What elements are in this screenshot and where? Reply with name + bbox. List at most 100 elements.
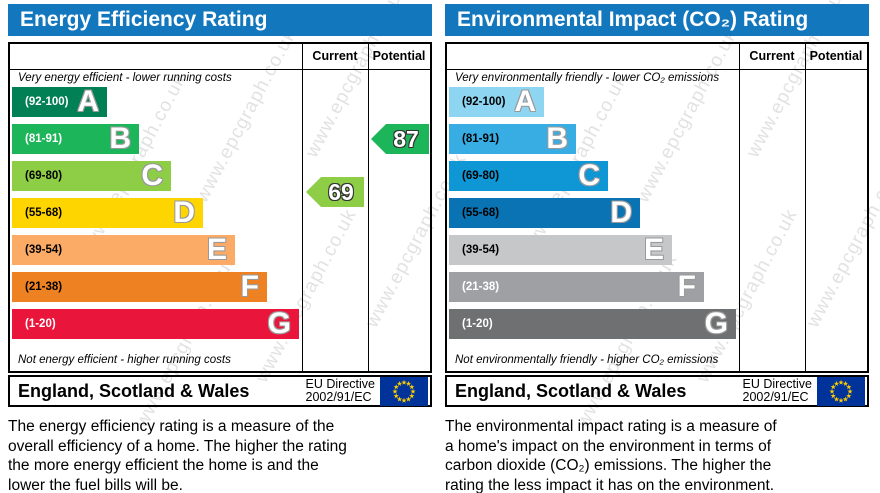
band-range-label: (92-100) xyxy=(25,96,69,108)
eu-flag-icon xyxy=(380,376,428,406)
band-bar-g: (1-20) G xyxy=(449,309,736,339)
eu-directive-line2: 2002/91/EC xyxy=(305,390,372,404)
environmental-impact-panel: Environmental Impact (CO₂) Rating Curren… xyxy=(445,4,869,493)
band-letter: C xyxy=(141,159,163,192)
top-caption: Very energy efficient - lower running co… xyxy=(18,72,232,84)
desc-line: rating the less impact it has on the env… xyxy=(445,476,775,493)
eu-flag-icon xyxy=(817,376,865,406)
band-letter: F xyxy=(240,270,259,303)
environmental-chart: Current Potential Very environmentally f… xyxy=(445,42,869,373)
energy-footer: England, Scotland & Wales EU Directive 2… xyxy=(8,375,432,407)
desc-line: carbon dioxide (CO₂) emissions. The high… xyxy=(445,457,772,474)
region-label: England, Scotland & Wales xyxy=(455,380,687,401)
band-row-b: (81-91) B xyxy=(449,124,736,154)
desc-line: lower the fuel bills will be. xyxy=(8,476,183,493)
band-letter: E xyxy=(643,233,664,266)
band-bar-f: (21-38) F xyxy=(12,272,267,302)
bottom-caption: Not energy efficient - higher running co… xyxy=(18,354,231,366)
desc-line: a home's impact on the environment in te… xyxy=(445,437,772,455)
band-row-g: (1-20) G xyxy=(449,309,736,339)
band-bar-e: (39-54) E xyxy=(12,235,235,265)
energy-efficiency-panel: Energy Efficiency Rating Current Potenti… xyxy=(8,4,432,493)
environmental-title: Environmental Impact (CO₂) Rating xyxy=(457,8,809,31)
band-range-label: (81-91) xyxy=(462,133,500,145)
band-range-label: (55-68) xyxy=(462,207,500,219)
rating-bands: (92-100) A (81-91) B (69-80) C xyxy=(12,87,299,346)
band-letter: B xyxy=(546,122,568,155)
band-bar-a: (92-100) A xyxy=(12,87,107,117)
band-bar-d: (55-68) D xyxy=(12,198,203,228)
band-row-c: (69-80) C xyxy=(449,161,736,191)
band-letter: G xyxy=(704,307,728,340)
header-row-divider xyxy=(10,69,430,70)
environmental-description: The environmental impact rating is a mea… xyxy=(445,417,869,493)
band-row-f: (21-38) F xyxy=(12,272,299,302)
band-letter: F xyxy=(677,270,696,303)
band-range-label: (21-38) xyxy=(462,281,500,293)
band-letter: E xyxy=(206,233,227,266)
desc-line: the more energy efficient the home is an… xyxy=(8,457,319,474)
band-letter: D xyxy=(610,196,632,229)
band-letter: G xyxy=(267,307,291,340)
band-bar-b: (81-91) B xyxy=(449,124,576,154)
potential-column-divider xyxy=(368,44,369,371)
environmental-title-bar: Environmental Impact (CO₂) Rating xyxy=(445,4,869,36)
band-bar-e: (39-54) E xyxy=(449,235,672,265)
band-range-label: (21-38) xyxy=(25,281,63,293)
current-rating-arrow: 69 xyxy=(306,177,364,207)
current-column-divider xyxy=(739,44,740,371)
energy-title-bar: Energy Efficiency Rating xyxy=(8,4,432,36)
band-range-label: (69-80) xyxy=(462,170,500,182)
band-letter: A xyxy=(77,85,99,118)
eu-directive-line2: 2002/91/EC xyxy=(742,390,809,404)
band-bar-g: (1-20) G xyxy=(12,309,299,339)
band-row-d: (55-68) D xyxy=(12,198,299,228)
band-row-b: (81-91) B xyxy=(12,124,299,154)
band-row-a: (92-100) A xyxy=(449,87,736,117)
band-bar-f: (21-38) F xyxy=(449,272,704,302)
desc-line: The environmental impact rating is a mea… xyxy=(445,418,777,435)
band-row-c: (69-80) C xyxy=(12,161,299,191)
band-range-label: (92-100) xyxy=(462,96,506,108)
header-row-divider xyxy=(447,69,867,70)
current-column-divider xyxy=(302,44,303,371)
band-letter: C xyxy=(578,159,600,192)
desc-line: overall efficiency of a home. The higher… xyxy=(8,437,347,455)
potential-column-header: Potential xyxy=(809,49,863,63)
band-letter: A xyxy=(514,85,536,118)
band-bar-c: (69-80) C xyxy=(12,161,171,191)
band-row-f: (21-38) F xyxy=(449,272,736,302)
band-bar-b: (81-91) B xyxy=(12,124,139,154)
eu-directive-label: EU Directive 2002/91/EC xyxy=(305,376,375,405)
band-bar-d: (55-68) D xyxy=(449,198,640,228)
energy-chart: Current Potential Very energy efficient … xyxy=(8,42,432,373)
current-column-header: Current xyxy=(312,49,358,63)
band-bar-a: (92-100) A xyxy=(449,87,544,117)
band-letter: B xyxy=(109,122,131,155)
energy-title: Energy Efficiency Rating xyxy=(20,8,268,31)
eu-directive-line1: EU Directive xyxy=(742,376,812,391)
bottom-caption: Not environmentally friendly - higher CO… xyxy=(455,354,719,366)
band-range-label: (1-20) xyxy=(462,318,493,330)
band-row-a: (92-100) A xyxy=(12,87,299,117)
band-range-label: (39-54) xyxy=(25,244,63,256)
band-letter: D xyxy=(173,196,195,229)
band-range-label: (1-20) xyxy=(25,318,56,330)
band-row-g: (1-20) G xyxy=(12,309,299,339)
top-caption: Very environmentally friendly - lower CO… xyxy=(455,72,720,84)
rating-bands: (92-100) A (81-91) B (69-80) C xyxy=(449,87,736,346)
current-column-header: Current xyxy=(749,49,795,63)
band-range-label: (81-91) xyxy=(25,133,63,145)
band-range-label: (55-68) xyxy=(25,207,63,219)
energy-description: The energy efficiency rating is a measur… xyxy=(8,417,432,493)
band-bar-c: (69-80) C xyxy=(449,161,608,191)
region-label: England, Scotland & Wales xyxy=(18,380,250,401)
band-range-label: (69-80) xyxy=(25,170,63,182)
desc-line: The energy efficiency rating is a measur… xyxy=(8,418,335,435)
potential-column-header: Potential xyxy=(372,49,426,63)
band-range-label: (39-54) xyxy=(462,244,500,256)
potential-column-divider xyxy=(805,44,806,371)
band-row-e: (39-54) E xyxy=(449,235,736,265)
band-row-e: (39-54) E xyxy=(12,235,299,265)
eu-directive-line1: EU Directive xyxy=(305,376,375,391)
